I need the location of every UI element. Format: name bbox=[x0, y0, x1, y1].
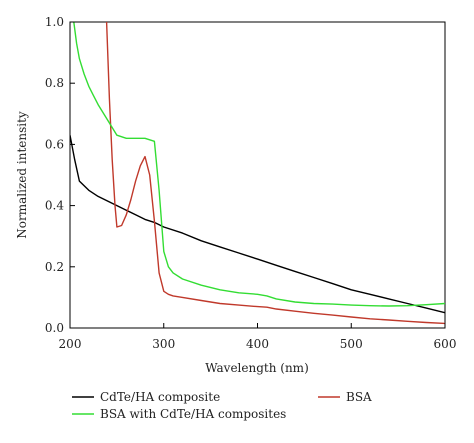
legend: CdTe/HA composite BSA BSA with CdTe/HA com… bbox=[72, 390, 372, 421]
x-tick-label: 500 bbox=[340, 337, 363, 351]
y-tick-label: 0.6 bbox=[45, 137, 64, 151]
x-tick-label: 600 bbox=[434, 337, 457, 351]
series-line-2 bbox=[105, 22, 445, 325]
plot-area bbox=[69, 21, 446, 329]
y-tick-label: 0.4 bbox=[45, 199, 64, 213]
x-tick-label: 400 bbox=[246, 337, 269, 351]
legend-label-3: BSA with CdTe/HA composites bbox=[100, 407, 286, 421]
y-tick-label: 0.0 bbox=[45, 321, 64, 335]
y-tick-label: 0.2 bbox=[45, 260, 64, 274]
y-tick-label: 1.0 bbox=[45, 15, 64, 29]
legend-label-1: CdTe/HA composite bbox=[100, 390, 220, 404]
x-tick-label: 300 bbox=[152, 337, 175, 351]
ticks-layer: 200 300 400 500 600 0.0 0.2 0.4 0.6 0.8 1.0 bbox=[45, 15, 457, 351]
y-axis-title: Normalized intensity bbox=[15, 111, 29, 239]
series-line-1 bbox=[70, 135, 445, 314]
series-layer bbox=[70, 22, 445, 325]
x-axis-title: Wavelength (nm) bbox=[205, 361, 309, 375]
x-tick-label: 200 bbox=[59, 337, 82, 351]
plot-frame bbox=[69, 21, 446, 329]
series-line-3 bbox=[73, 22, 445, 307]
y-tick-label: 0.8 bbox=[45, 76, 64, 90]
legend-label-2: BSA bbox=[346, 390, 372, 404]
